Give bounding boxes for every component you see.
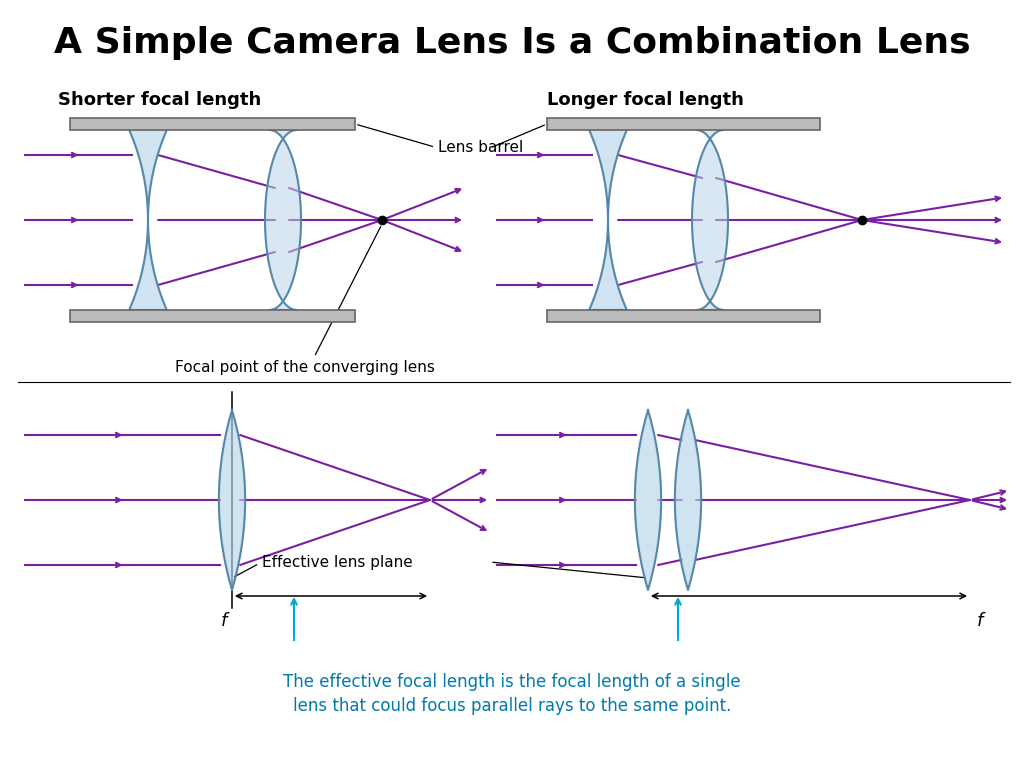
- Text: A Simple Camera Lens Is a Combination Lens: A Simple Camera Lens Is a Combination Le…: [53, 26, 971, 60]
- Polygon shape: [635, 410, 662, 590]
- Polygon shape: [692, 130, 728, 310]
- Bar: [547, 118, 820, 130]
- Text: Focal point of the converging lens: Focal point of the converging lens: [175, 227, 435, 375]
- Text: f: f: [221, 612, 227, 630]
- Polygon shape: [219, 410, 245, 590]
- Bar: [70, 310, 355, 322]
- Polygon shape: [129, 130, 167, 310]
- Bar: [70, 118, 355, 130]
- Text: f: f: [977, 612, 983, 630]
- Text: Shorter focal length: Shorter focal length: [58, 91, 261, 109]
- Polygon shape: [265, 130, 301, 310]
- Text: The effective focal length is the focal length of a single: The effective focal length is the focal …: [284, 673, 740, 691]
- Text: Effective lens plane: Effective lens plane: [234, 554, 413, 577]
- Text: Longer focal length: Longer focal length: [547, 91, 743, 109]
- Text: Lens barrel: Lens barrel: [357, 124, 523, 155]
- Polygon shape: [589, 130, 627, 310]
- Text: lens that could focus parallel rays to the same point.: lens that could focus parallel rays to t…: [293, 697, 731, 715]
- Polygon shape: [675, 410, 701, 590]
- Bar: [547, 310, 820, 322]
